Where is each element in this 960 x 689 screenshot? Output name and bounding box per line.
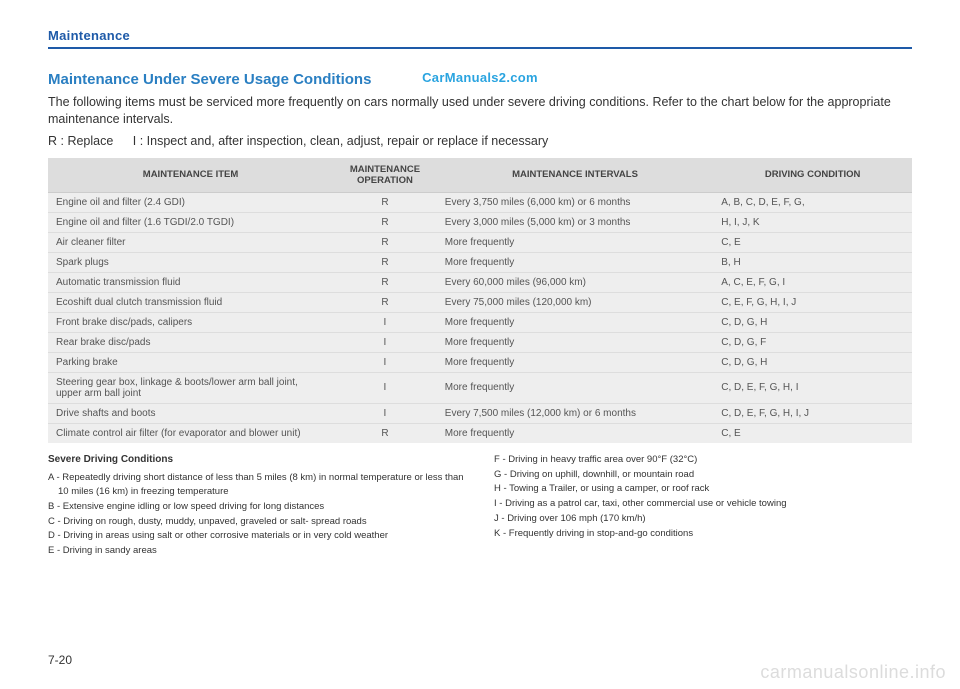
footnote-line: I - Driving as a patrol car, taxi, other… bbox=[494, 497, 912, 511]
cell-cond: C, D, E, F, G, H, I, J bbox=[713, 403, 912, 423]
th-intervals: MAINTENANCE INTERVALS bbox=[437, 158, 713, 193]
cell-op: R bbox=[333, 292, 437, 312]
legend-text: R : Replace I : Inspect and, after inspe… bbox=[48, 134, 912, 148]
table-row: Automatic transmission fluidREvery 60,00… bbox=[48, 272, 912, 292]
footnote-line: E - Driving in sandy areas bbox=[48, 544, 466, 558]
footnote-line: A - Repeatedly driving short distance of… bbox=[48, 471, 466, 499]
cell-cond: A, C, E, F, G, I bbox=[713, 272, 912, 292]
table-row: Front brake disc/pads, calipersIMore fre… bbox=[48, 312, 912, 332]
table-row: Drive shafts and bootsIEvery 7,500 miles… bbox=[48, 403, 912, 423]
cell-cond: C, E bbox=[713, 423, 912, 443]
cell-cond: C, D, G, H bbox=[713, 312, 912, 332]
cell-int: Every 75,000 miles (120,000 km) bbox=[437, 292, 713, 312]
cell-int: Every 3,750 miles (6,000 km) or 6 months bbox=[437, 192, 713, 212]
cell-item: Climate control air filter (for evaporat… bbox=[48, 423, 333, 443]
table-row: Climate control air filter (for evaporat… bbox=[48, 423, 912, 443]
cell-item: Engine oil and filter (1.6 TGDI/2.0 TGDI… bbox=[48, 212, 333, 232]
cell-cond: C, D, E, F, G, H, I bbox=[713, 372, 912, 403]
footnotes: Severe Driving Conditions A - Repeatedly… bbox=[48, 453, 912, 559]
footnotes-title: Severe Driving Conditions bbox=[48, 453, 466, 468]
footnote-line: D - Driving in areas using salt or other… bbox=[48, 529, 466, 543]
cell-cond: H, I, J, K bbox=[713, 212, 912, 232]
cell-op: I bbox=[333, 332, 437, 352]
cell-op: R bbox=[333, 272, 437, 292]
table-row: Parking brakeIMore frequentlyC, D, G, H bbox=[48, 352, 912, 372]
cell-item: Air cleaner filter bbox=[48, 232, 333, 252]
intro-text: The following items must be serviced mor… bbox=[48, 94, 912, 128]
cell-item: Ecoshift dual clutch transmission fluid bbox=[48, 292, 333, 312]
cell-op: I bbox=[333, 403, 437, 423]
footnote-line: H - Towing a Trailer, or using a camper,… bbox=[494, 482, 912, 496]
cell-int: More frequently bbox=[437, 372, 713, 403]
cell-int: More frequently bbox=[437, 332, 713, 352]
cell-item: Engine oil and filter (2.4 GDI) bbox=[48, 192, 333, 212]
footnotes-right: F - Driving in heavy traffic area over 9… bbox=[494, 453, 912, 559]
th-item: MAINTENANCE ITEM bbox=[48, 158, 333, 193]
cell-int: More frequently bbox=[437, 252, 713, 272]
section-label: Maintenance bbox=[48, 28, 912, 43]
cell-cond: C, D, G, F bbox=[713, 332, 912, 352]
cell-op: R bbox=[333, 423, 437, 443]
cell-int: Every 3,000 miles (5,000 km) or 3 months bbox=[437, 212, 713, 232]
cell-cond: C, D, G, H bbox=[713, 352, 912, 372]
cell-op: R bbox=[333, 252, 437, 272]
cell-int: Every 60,000 miles (96,000 km) bbox=[437, 272, 713, 292]
th-operation: MAINTENANCE OPERATION bbox=[333, 158, 437, 193]
cell-op: R bbox=[333, 192, 437, 212]
table-row: Spark plugsRMore frequentlyB, H bbox=[48, 252, 912, 272]
cell-item: Drive shafts and boots bbox=[48, 403, 333, 423]
cell-cond: C, E, F, G, H, I, J bbox=[713, 292, 912, 312]
table-row: Rear brake disc/padsIMore frequentlyC, D… bbox=[48, 332, 912, 352]
cell-op: I bbox=[333, 352, 437, 372]
cell-item: Rear brake disc/pads bbox=[48, 332, 333, 352]
footnote-line: C - Driving on rough, dusty, muddy, unpa… bbox=[48, 515, 466, 529]
table-row: Engine oil and filter (1.6 TGDI/2.0 TGDI… bbox=[48, 212, 912, 232]
cell-item: Parking brake bbox=[48, 352, 333, 372]
table-row: Steering gear box, linkage & boots/lower… bbox=[48, 372, 912, 403]
cell-cond: B, H bbox=[713, 252, 912, 272]
cell-int: More frequently bbox=[437, 423, 713, 443]
table-row: Ecoshift dual clutch transmission fluidR… bbox=[48, 292, 912, 312]
footnote-line: G - Driving on uphill, downhill, or moun… bbox=[494, 468, 912, 482]
cell-int: Every 7,500 miles (12,000 km) or 6 month… bbox=[437, 403, 713, 423]
footnote-line: K - Frequently driving in stop-and-go co… bbox=[494, 527, 912, 541]
cell-item: Spark plugs bbox=[48, 252, 333, 272]
page-number: 7-20 bbox=[48, 653, 72, 667]
cell-cond: C, E bbox=[713, 232, 912, 252]
table-row: Engine oil and filter (2.4 GDI)REvery 3,… bbox=[48, 192, 912, 212]
cell-int: More frequently bbox=[437, 352, 713, 372]
cell-int: More frequently bbox=[437, 232, 713, 252]
cell-op: I bbox=[333, 372, 437, 403]
footnotes-left: Severe Driving Conditions A - Repeatedly… bbox=[48, 453, 466, 559]
th-condition: DRIVING CONDITION bbox=[713, 158, 912, 193]
cell-item: Front brake disc/pads, calipers bbox=[48, 312, 333, 332]
cell-item: Automatic transmission fluid bbox=[48, 272, 333, 292]
watermark-bottom: carmanualsonline.info bbox=[760, 662, 946, 683]
table-row: Air cleaner filterRMore frequentlyC, E bbox=[48, 232, 912, 252]
section-divider bbox=[48, 47, 912, 49]
cell-op: R bbox=[333, 212, 437, 232]
maintenance-table: MAINTENANCE ITEM MAINTENANCE OPERATION M… bbox=[48, 158, 912, 443]
footnote-line: B - Extensive engine idling or low speed… bbox=[48, 500, 466, 514]
cell-int: More frequently bbox=[437, 312, 713, 332]
cell-op: I bbox=[333, 312, 437, 332]
footnote-line: J - Driving over 106 mph (170 km/h) bbox=[494, 512, 912, 526]
cell-op: R bbox=[333, 232, 437, 252]
footnote-line: F - Driving in heavy traffic area over 9… bbox=[494, 453, 912, 467]
cell-item: Steering gear box, linkage & boots/lower… bbox=[48, 372, 333, 403]
cell-cond: A, B, C, D, E, F, G, bbox=[713, 192, 912, 212]
watermark-top: CarManuals2.com bbox=[422, 70, 538, 85]
